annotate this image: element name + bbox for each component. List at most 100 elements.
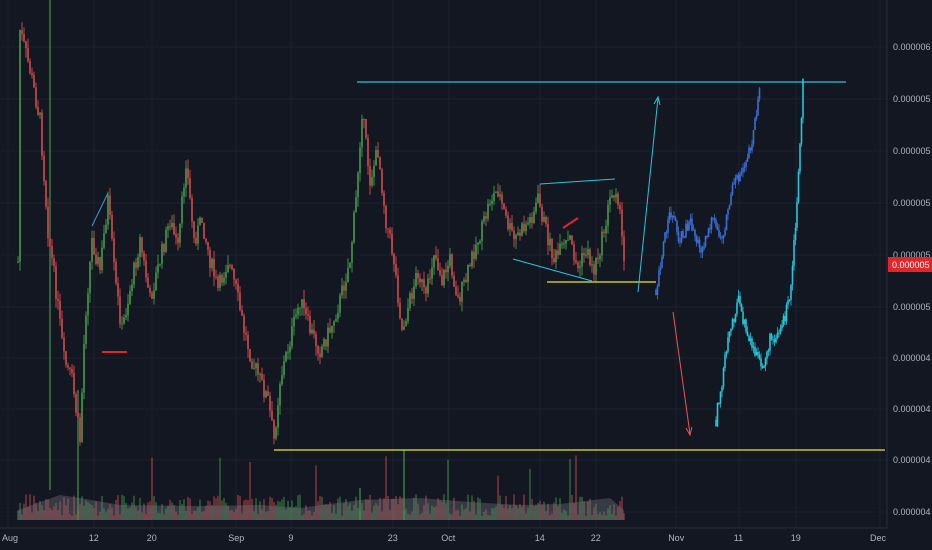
candle-body — [527, 222, 529, 225]
projection-body — [728, 205, 731, 210]
projection-body — [716, 403, 719, 427]
candle-body — [87, 293, 89, 316]
projection-body — [659, 267, 662, 271]
volume-bar — [583, 501, 585, 520]
candle-body — [193, 221, 195, 238]
volume-bar — [589, 498, 591, 520]
candle-body — [573, 244, 575, 261]
volume-bar — [119, 514, 121, 520]
candle-body — [481, 221, 483, 242]
candle-body — [501, 194, 503, 204]
volume-bar — [467, 494, 469, 520]
candle-body — [247, 334, 249, 349]
projection-body — [662, 241, 665, 257]
volume-bar — [527, 507, 529, 520]
projection-body — [731, 319, 734, 329]
volume-bar — [417, 503, 419, 520]
candle-body — [37, 106, 39, 115]
projection-body — [719, 391, 722, 404]
candle-body — [371, 176, 373, 186]
projection-body — [689, 218, 692, 222]
candle-body — [83, 343, 85, 393]
candle-body — [519, 232, 521, 236]
volume-bar — [121, 494, 123, 520]
candles — [17, 22, 625, 446]
volume-bar — [475, 514, 477, 520]
volume-bar — [325, 504, 327, 520]
candle-body — [591, 264, 593, 266]
candle-body — [23, 34, 25, 42]
candle-body — [479, 241, 481, 243]
candle-body — [155, 272, 157, 291]
volume-bar — [183, 499, 185, 520]
candle-body — [97, 257, 99, 264]
candle-body — [109, 195, 111, 215]
volume-bar — [411, 511, 413, 520]
x-axis: Aug 12 20 Sep 9 23 Oct 14 22 Nov 11 19 Dec — [0, 527, 887, 543]
projection-body — [733, 182, 735, 185]
candle-body — [575, 260, 577, 263]
projection-body — [725, 351, 728, 355]
projection-body — [758, 88, 761, 99]
volume-bar — [399, 496, 401, 520]
volume-bar — [441, 501, 443, 520]
volume-bar — [489, 515, 491, 520]
candle-body — [433, 255, 435, 268]
volume-bar — [499, 495, 501, 520]
projection-body — [671, 215, 674, 218]
candle-body — [355, 197, 357, 213]
candle-body — [85, 315, 87, 344]
projection-body — [722, 235, 725, 239]
volume-bar — [39, 501, 41, 520]
volume-bar — [211, 504, 213, 520]
volume-bar — [87, 502, 89, 520]
volume-bar — [47, 499, 49, 520]
volume-bar — [217, 495, 219, 520]
candle-body — [493, 192, 495, 201]
volume-bar — [29, 494, 31, 520]
projection-body — [716, 226, 719, 231]
candle-body — [219, 275, 221, 288]
candle-body — [445, 269, 447, 273]
projection-body — [749, 147, 752, 151]
candle-body — [525, 224, 527, 232]
volume-bar — [97, 515, 99, 520]
volume-bar — [225, 502, 227, 520]
candle-body — [259, 373, 261, 375]
volume-bar — [573, 503, 575, 520]
volume-bar — [617, 506, 619, 520]
x-tick-label: 9 — [288, 533, 293, 543]
candle-body — [225, 272, 227, 278]
projection-body — [673, 215, 675, 218]
candle-body — [41, 112, 43, 156]
candle-body — [273, 420, 275, 439]
candle-body — [549, 238, 551, 246]
volume-bar — [199, 499, 201, 520]
candle-body — [455, 286, 457, 295]
candle-body — [405, 321, 407, 327]
volume-bar — [395, 496, 397, 520]
volume-bar — [389, 510, 391, 520]
candle-body — [203, 222, 205, 239]
volume-bar — [315, 465, 317, 520]
volume-bar — [605, 515, 607, 520]
volume-bar — [463, 509, 465, 520]
projection-body — [745, 161, 747, 168]
volume-bar — [349, 503, 351, 520]
volume-bar — [123, 495, 125, 520]
candle-body — [615, 193, 617, 198]
candle-body — [291, 326, 293, 347]
volume-bar — [513, 494, 515, 520]
volume-bar — [95, 501, 97, 520]
volume-bar — [343, 503, 345, 520]
candle-body — [579, 266, 581, 269]
projection-body — [698, 239, 701, 248]
volume-bar — [515, 505, 517, 520]
volume-bar — [255, 498, 257, 520]
projection-body — [731, 184, 734, 195]
candle-body — [465, 279, 467, 282]
x-tick-label: 11 — [734, 533, 743, 543]
projection-body — [683, 236, 686, 238]
candle-body — [365, 119, 367, 138]
candle-body — [77, 412, 79, 418]
